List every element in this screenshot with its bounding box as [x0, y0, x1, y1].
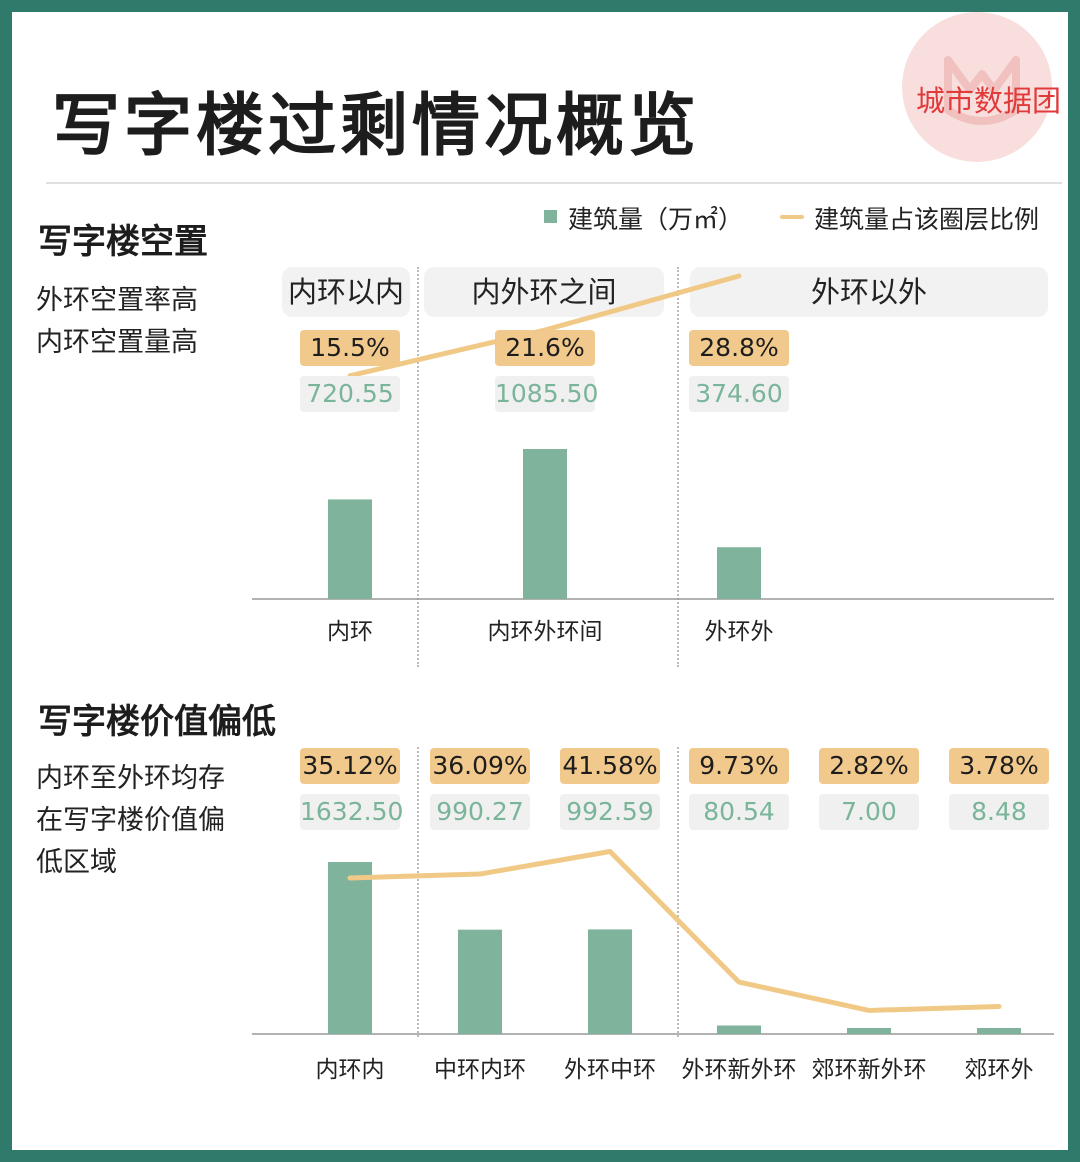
zone-label-outer: 外环以外	[690, 267, 1048, 317]
chart1-pct-label-0: 15.5%	[300, 330, 400, 366]
chart2-category-label-2: 外环中环	[564, 1057, 656, 1083]
title-divider	[46, 182, 1062, 184]
section1-note: 外环空置率高 内环空置量高	[36, 285, 198, 358]
chart-svg	[252, 273, 1054, 1035]
legend-line-label: 建筑量占该圈层比例	[814, 205, 1040, 234]
infographic-card: 城市数据团 写字楼过剩情况概览 写字楼空置 外环空置率高 内环空置量高 建筑量（…	[12, 12, 1068, 1150]
chart1-bar-1	[523, 449, 567, 599]
chart1-category-label-2: 外环外	[704, 619, 774, 645]
chart2-category-label-5: 郊环外	[964, 1057, 1034, 1083]
legend-bar-swatch	[544, 210, 557, 223]
chart2-category-label-0: 内环内	[315, 1057, 385, 1083]
chart2-category-label-3: 外环新外环	[681, 1057, 797, 1083]
section2-note: 内环至外环均存 在写字楼价值偏 低区域	[36, 763, 225, 878]
chart1-bar-0	[328, 499, 372, 599]
section2-title-text: 写字楼价值偏低	[38, 702, 276, 742]
chart2-value-label-5: 8.48	[949, 794, 1049, 830]
chart1-pct-label-1: 21.6%	[495, 330, 595, 366]
chart2-pct-label-4: 2.82%	[819, 748, 919, 784]
brand-name: 城市数据团	[916, 84, 1062, 118]
chart2-value-label-3: 80.54	[689, 794, 789, 830]
chart2-bar-0	[328, 862, 372, 1034]
chart1-pct-label-2: 28.8%	[689, 330, 789, 366]
chart2-pct-label-0: 35.12%	[300, 748, 400, 784]
chart2-category-label-4: 郊环新外环	[811, 1057, 927, 1083]
chart2-pct-label-3: 9.73%	[689, 748, 789, 784]
chart2-pct-label-2: 41.58%	[560, 748, 660, 784]
legend-bar-label: 建筑量（万㎡）	[568, 205, 744, 234]
chart2-value-label-2: 992.59	[560, 794, 660, 830]
zone-separator-4	[677, 747, 679, 1037]
zone-separator-1	[417, 267, 419, 667]
chart1-category-label-1: 内环外环间	[487, 619, 603, 645]
chart1-value-label-1: 1085.50	[495, 376, 598, 412]
chart2-bar-4	[847, 1028, 891, 1034]
section1-title-text: 写字楼空置	[38, 222, 208, 262]
chart2-bar-5	[977, 1028, 1021, 1034]
chart2-bar-3	[717, 1025, 761, 1034]
chart2-ratio-line	[347, 849, 1002, 1013]
chart2-value-label-1: 990.27	[430, 794, 530, 830]
chart2-pct-label-1: 36.09%	[430, 748, 530, 784]
zone-separator-2	[677, 267, 679, 667]
brand-logo-icon	[944, 56, 1020, 125]
chart2-pct-label-5: 3.78%	[949, 748, 1049, 784]
chart1-value-label-2: 374.60	[689, 376, 789, 412]
chart2-bar-1	[458, 929, 502, 1034]
chart2-bar-2	[588, 929, 632, 1034]
zone-separator-3	[417, 747, 419, 1037]
chart1-category-label-0: 内环	[327, 619, 373, 645]
chart1-bar-2	[717, 547, 761, 599]
page-title: 写字楼过剩情况概览	[52, 87, 701, 166]
section1-title: 写字楼空置	[36, 214, 210, 265]
chart2-value-label-0: 1632.50	[300, 794, 403, 830]
chart2-value-label-4: 7.00	[819, 794, 919, 830]
chart1-value-label-0: 720.55	[300, 376, 400, 412]
chart2-category-label-1: 中环内环	[434, 1057, 526, 1083]
section2-title: 写字楼价值偏低	[36, 694, 276, 745]
zone-label-inner: 内环以内	[282, 267, 410, 317]
legend-line-swatch	[780, 215, 804, 219]
